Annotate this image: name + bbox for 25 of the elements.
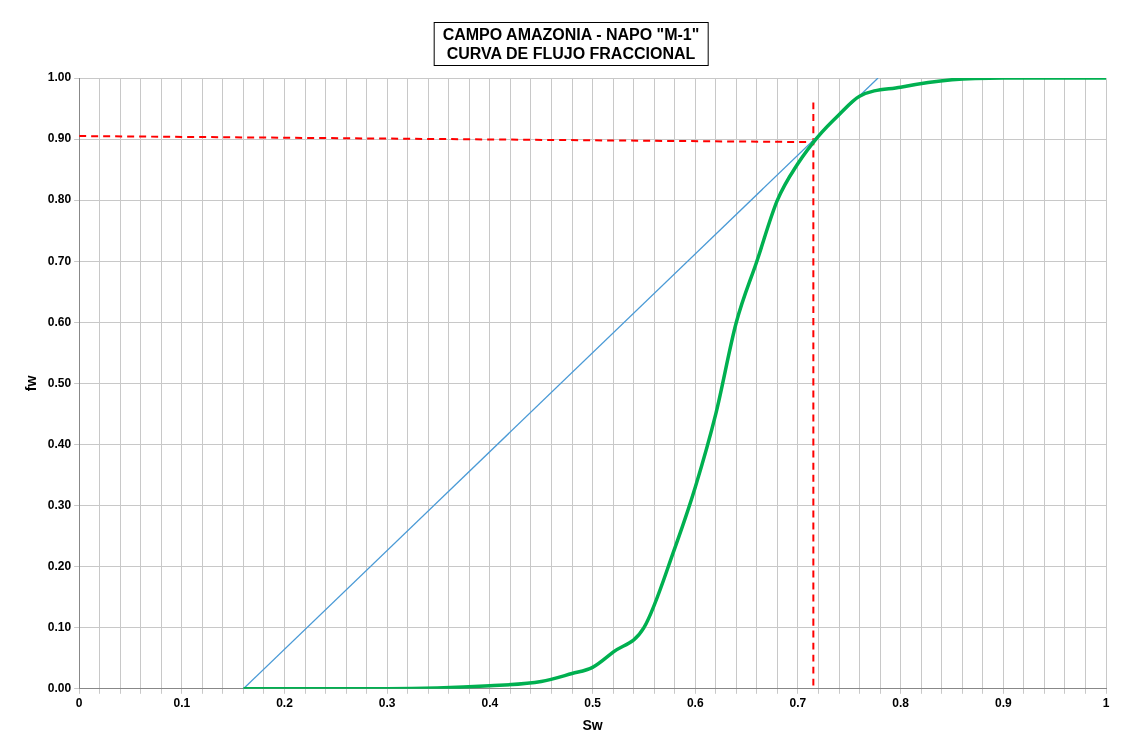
chart-title: CAMPO AMAZONIA - NAPO "M-1" CURVA DE FLUJO FRACCIONAL: [433, 22, 709, 66]
x-tick-label: 0.3: [378, 696, 396, 711]
y-tick-label: 0.90: [47, 131, 72, 146]
y-tick-label: 0.70: [47, 253, 72, 268]
x-tick-label: 0.5: [584, 696, 602, 711]
y-tick-label: 0.60: [47, 314, 72, 329]
y-tick-label: 0.10: [47, 620, 72, 635]
x-tick-label: 0.7: [789, 696, 807, 711]
y-tick-label: 0.40: [47, 436, 72, 451]
y-tick-label: 0.00: [47, 681, 72, 696]
x-tick-label: 0: [75, 696, 83, 711]
x-axis-title: Sw: [582, 717, 603, 734]
x-tick-label: 0.6: [686, 696, 704, 711]
y-axis-title: fw: [23, 375, 40, 392]
x-tick-label: 0.9: [994, 696, 1012, 711]
x-tick-label: 0.4: [481, 696, 499, 711]
y-tick-label: 1.00: [47, 70, 72, 85]
x-tick-label: 0.1: [173, 696, 191, 711]
x-tick-label: 0.8: [892, 696, 910, 711]
x-tick-label: 0.2: [276, 696, 294, 711]
y-tick-label: 0.50: [47, 375, 72, 390]
y-tick-label: 0.30: [47, 497, 72, 512]
x-tick-label: 1: [1102, 696, 1110, 711]
y-tick-label: 0.80: [47, 192, 72, 207]
y-tick-label: 0.20: [47, 558, 72, 573]
